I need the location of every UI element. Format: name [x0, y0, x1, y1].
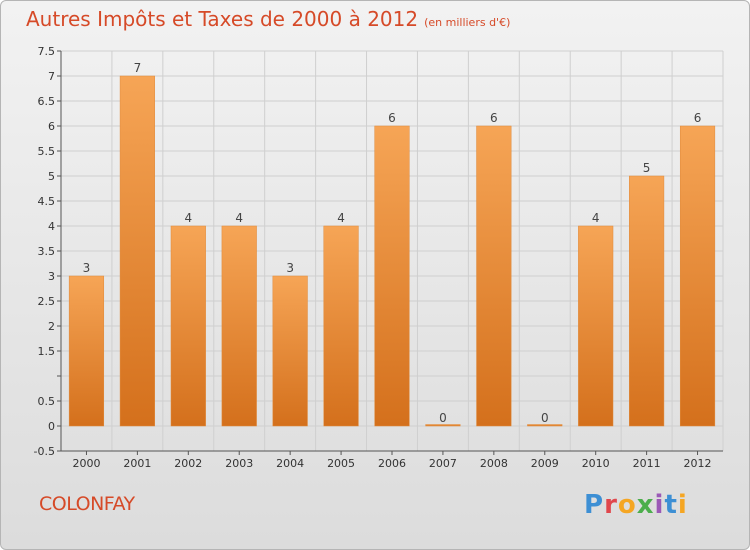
chart-unit: (en milliers d'€) [424, 16, 511, 29]
data-label: 3 [83, 261, 91, 275]
bar [476, 125, 512, 427]
bar [272, 275, 308, 427]
y-tick-label: 1.5 [38, 345, 56, 358]
y-tick-label: 7 [48, 70, 55, 83]
y-tick-label: 6 [48, 120, 55, 133]
x-tick-label: 2010 [582, 457, 610, 470]
y-tick-label: -0.5 [34, 445, 55, 458]
x-tick-label: 2008 [480, 457, 508, 470]
bar [527, 424, 563, 427]
data-label: 6 [694, 111, 702, 125]
bar [374, 125, 410, 427]
data-label: 7 [134, 61, 142, 75]
x-tick-label: 2009 [531, 457, 559, 470]
data-label: 5 [643, 161, 651, 175]
x-tick-label: 2011 [633, 457, 661, 470]
y-tick-label: 7.5 [38, 45, 56, 58]
y-tick-label: 0 [48, 420, 55, 433]
bar [119, 75, 155, 427]
x-tick-label: 2000 [72, 457, 100, 470]
x-tick-label: 2003 [225, 457, 253, 470]
y-tick-label: 3 [48, 270, 55, 283]
x-tick-label: 2004 [276, 457, 304, 470]
data-label: 6 [490, 111, 498, 125]
y-tick-label: 5.5 [38, 145, 56, 158]
bar [679, 125, 716, 427]
y-tick-label: 4 [48, 220, 55, 233]
bar [68, 275, 105, 427]
x-tick-label: 2002 [174, 457, 202, 470]
bar [323, 225, 359, 427]
x-tick-label: 2006 [378, 457, 406, 470]
data-label: 0 [541, 411, 549, 425]
bar [221, 225, 257, 427]
proxiti-logo: Proxiti [584, 490, 688, 520]
data-label: 4 [337, 211, 345, 225]
y-tick-label: 4.5 [38, 195, 56, 208]
data-label: 4 [235, 211, 243, 225]
y-tick-label: 2.5 [38, 295, 56, 308]
data-label: 3 [286, 261, 294, 275]
x-tick-label: 2005 [327, 457, 355, 470]
bar [170, 225, 206, 427]
data-label: 0 [439, 411, 447, 425]
commune-name: COLONFAY [39, 493, 135, 515]
bar [425, 424, 461, 427]
bars [68, 75, 716, 427]
data-label: 6 [388, 111, 396, 125]
x-tick-label: 2007 [429, 457, 457, 470]
y-tick-label: 0.5 [38, 395, 56, 408]
chart-title: Autres Impôts et Taxes de 2000 à 2012 (en… [26, 7, 510, 31]
data-labels: 3 7 4 4 3 4 6 0 6 0 4 5 6 [83, 61, 702, 425]
chart-title-text: Autres Impôts et Taxes de 2000 à 2012 [26, 7, 419, 31]
data-label: 4 [184, 211, 192, 225]
y-tick-label: 6.5 [38, 95, 56, 108]
x-tick-label: 2001 [123, 457, 151, 470]
axes: -0.5 0 0.5 1.5 2 2.5 3 3.5 4 4.5 5 5.5 6 6.5 7 7.5 2000 2… [34, 45, 723, 470]
x-tick-label: 2012 [684, 457, 712, 470]
y-tick-label: 3.5 [38, 245, 56, 258]
y-tick-label: 5 [48, 170, 55, 183]
y-tick-label: 2 [48, 320, 55, 333]
data-label: 4 [592, 211, 600, 225]
bar [578, 225, 614, 427]
bar [629, 175, 665, 427]
